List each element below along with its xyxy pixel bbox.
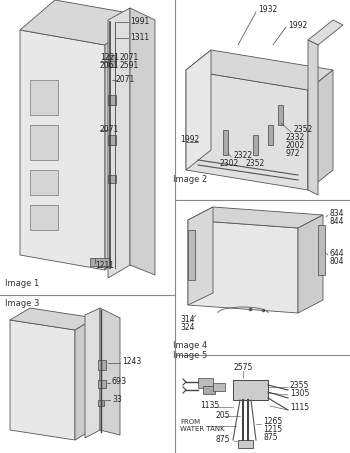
Bar <box>203 386 215 394</box>
Text: 2002: 2002 <box>286 141 305 150</box>
Text: Image 4: Image 4 <box>173 341 207 350</box>
Text: Image 1: Image 1 <box>5 280 39 289</box>
Text: 2302: 2302 <box>220 159 239 168</box>
Bar <box>30 170 58 195</box>
Bar <box>198 378 213 388</box>
Bar <box>223 130 228 155</box>
Text: 875: 875 <box>263 434 278 443</box>
Text: 1991: 1991 <box>130 18 149 26</box>
Polygon shape <box>186 70 308 190</box>
Polygon shape <box>298 215 323 313</box>
Text: 1243: 1243 <box>122 357 141 366</box>
Text: 1221: 1221 <box>100 53 119 63</box>
Text: 1992: 1992 <box>180 135 199 145</box>
Polygon shape <box>308 70 333 190</box>
Bar <box>233 380 268 400</box>
Text: 1135: 1135 <box>200 401 219 410</box>
Text: 2071: 2071 <box>116 76 135 85</box>
Text: 2355: 2355 <box>290 381 309 390</box>
Text: 2061: 2061 <box>100 62 119 71</box>
Bar <box>108 135 116 145</box>
Text: Image 3: Image 3 <box>5 299 39 308</box>
Polygon shape <box>105 15 140 270</box>
Text: 2591: 2591 <box>120 62 139 71</box>
Polygon shape <box>188 220 298 313</box>
Text: 205: 205 <box>216 410 231 419</box>
Bar <box>98 360 106 370</box>
Polygon shape <box>20 30 105 270</box>
Polygon shape <box>308 40 318 195</box>
Text: 1265: 1265 <box>263 418 282 427</box>
Polygon shape <box>75 318 95 440</box>
Bar <box>108 95 116 105</box>
Bar <box>188 230 195 280</box>
Text: 2332: 2332 <box>286 134 305 143</box>
Text: 2352: 2352 <box>246 159 265 168</box>
Polygon shape <box>10 308 95 330</box>
Text: 2322: 2322 <box>233 150 252 159</box>
Polygon shape <box>85 308 100 438</box>
Text: Image 2: Image 2 <box>173 175 207 184</box>
Bar <box>108 175 116 183</box>
Polygon shape <box>308 20 343 45</box>
Text: 972: 972 <box>286 149 301 159</box>
Text: 804: 804 <box>330 256 344 265</box>
Text: 1215: 1215 <box>263 425 282 434</box>
Bar <box>268 125 273 145</box>
Bar <box>98 400 104 406</box>
Text: 1311: 1311 <box>130 34 149 43</box>
Text: 875: 875 <box>216 435 231 444</box>
Text: 314: 314 <box>180 315 195 324</box>
Text: 1932: 1932 <box>258 5 277 14</box>
Polygon shape <box>20 0 140 45</box>
Bar <box>213 383 225 391</box>
Text: 1211: 1211 <box>95 260 114 270</box>
Polygon shape <box>186 50 333 90</box>
Polygon shape <box>188 207 323 228</box>
Text: 1305: 1305 <box>290 389 309 397</box>
Text: 2071: 2071 <box>120 53 139 63</box>
Bar <box>30 205 58 230</box>
Bar <box>30 125 58 160</box>
Text: 1992: 1992 <box>288 20 307 29</box>
Polygon shape <box>108 8 130 278</box>
Text: 324: 324 <box>180 323 195 333</box>
Text: 1115: 1115 <box>290 404 309 413</box>
Text: 844: 844 <box>330 217 344 226</box>
Text: 834: 834 <box>330 208 344 217</box>
Text: 644: 644 <box>330 249 345 257</box>
Polygon shape <box>100 308 120 435</box>
Polygon shape <box>130 8 155 275</box>
Text: 693: 693 <box>112 377 127 386</box>
Text: Image 5: Image 5 <box>173 351 207 360</box>
Polygon shape <box>10 320 75 440</box>
Bar <box>108 55 116 67</box>
Bar <box>90 258 110 266</box>
Text: WATER TANK: WATER TANK <box>180 426 225 432</box>
Polygon shape <box>186 50 211 170</box>
Text: 2575: 2575 <box>233 363 252 372</box>
Bar <box>98 380 106 388</box>
Bar <box>318 225 325 275</box>
Text: 2071: 2071 <box>100 125 119 135</box>
Text: 33: 33 <box>112 395 122 405</box>
Bar <box>30 80 58 115</box>
Bar <box>253 135 258 155</box>
Polygon shape <box>188 207 213 305</box>
Text: 2352: 2352 <box>293 125 312 135</box>
Text: FROM: FROM <box>180 419 200 425</box>
Bar <box>278 105 283 125</box>
Bar <box>238 440 253 448</box>
